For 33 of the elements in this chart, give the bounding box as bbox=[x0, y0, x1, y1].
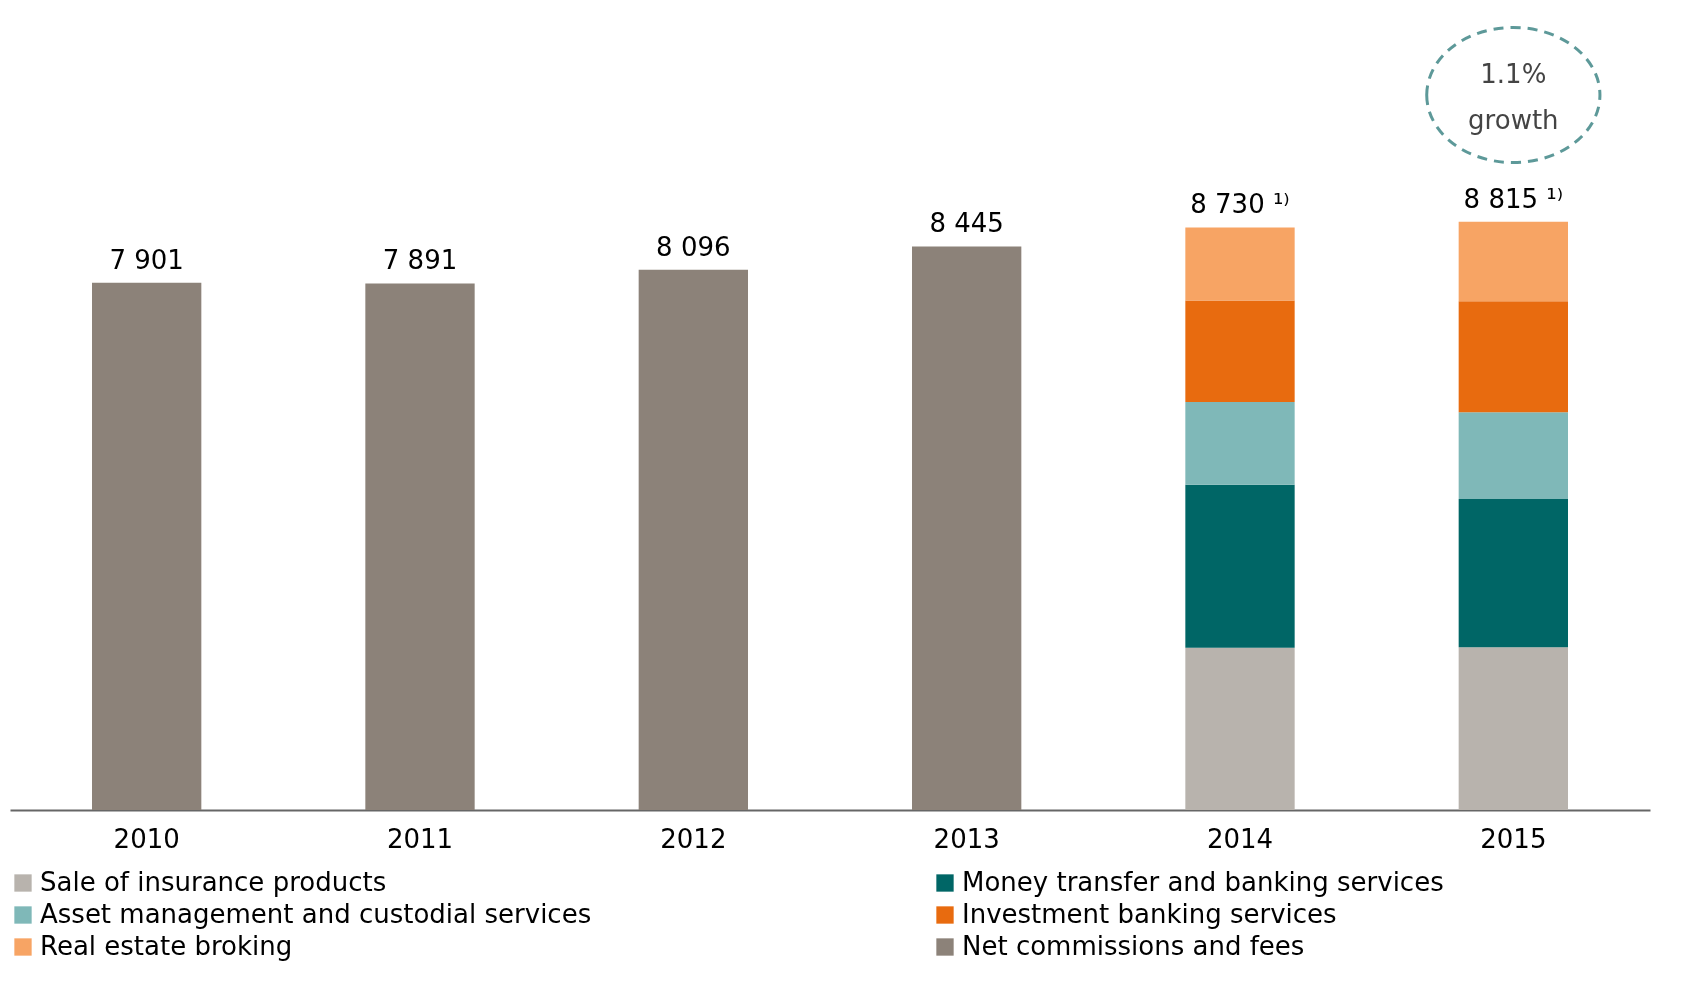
legend-label: Money transfer and banking services bbox=[962, 867, 1444, 897]
legend-label: Net commissions and fees bbox=[962, 931, 1305, 961]
x-tick-label: 2013 bbox=[933, 823, 1000, 854]
legend-label: Asset management and custodial services bbox=[40, 899, 592, 929]
x-tick-label: 2014 bbox=[1206, 823, 1274, 854]
bar bbox=[1458, 647, 1568, 810]
bar bbox=[1458, 412, 1568, 500]
bar bbox=[1185, 484, 1295, 648]
bar bbox=[912, 246, 1022, 810]
x-tick-label: 2010 bbox=[113, 823, 180, 854]
bar bbox=[1185, 300, 1295, 403]
annotation: 8 096 bbox=[656, 231, 731, 262]
bar bbox=[1458, 499, 1568, 648]
annotation: 7 901 bbox=[109, 244, 184, 275]
annotation: 8 815 ¹⁾ bbox=[1463, 183, 1564, 214]
legend-label: Sale of insurance products bbox=[40, 867, 387, 897]
text: 1.1% growth bbox=[1468, 59, 1559, 135]
legend-label: Investment banking services bbox=[962, 899, 1337, 929]
bar bbox=[92, 282, 202, 810]
annotation: 7 891 bbox=[382, 245, 458, 276]
bar bbox=[365, 283, 475, 810]
x-tick-label: 2011 bbox=[386, 823, 454, 854]
bar bbox=[1185, 402, 1295, 485]
bar bbox=[1185, 227, 1295, 301]
x-tick-label: 2012 bbox=[660, 823, 727, 854]
bar bbox=[1458, 221, 1568, 302]
legend-label: Real estate broking bbox=[40, 931, 293, 961]
x-tick-label: 2015 bbox=[1480, 823, 1547, 854]
annotation: 8 445 bbox=[929, 208, 1004, 239]
annotation: 8 730 ¹⁾ bbox=[1190, 189, 1290, 220]
bar bbox=[1185, 647, 1295, 810]
bar bbox=[1458, 301, 1568, 413]
bar bbox=[638, 269, 748, 810]
